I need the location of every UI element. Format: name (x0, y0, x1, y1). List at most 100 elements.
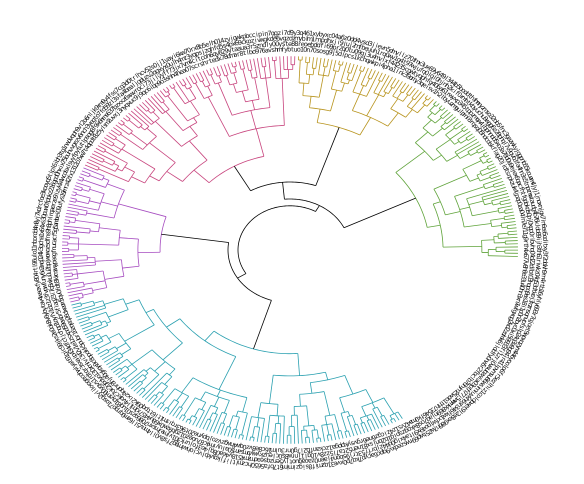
leaf-label-mark: j (229, 34, 234, 42)
branch-radial (402, 94, 409, 102)
leaf-label-mark: k (371, 58, 378, 67)
leaf-label-mark: n (374, 438, 381, 447)
leaf-label-mark: 3 (511, 157, 520, 164)
leaf-label-mark: 1 (158, 414, 166, 423)
leaf-label-mark: f (62, 340, 71, 346)
leaf-label-mark: 7 (168, 438, 175, 447)
branch-radial (351, 415, 356, 425)
leaf-label-mark: d (287, 29, 291, 37)
leaf-label-mark: o (525, 322, 534, 329)
leaf-label-mark: p (343, 51, 349, 60)
leaf-label-mark: 3 (66, 347, 75, 354)
leaf-label-mark: d (289, 34, 293, 42)
branch-radial (113, 163, 119, 167)
leaf-label-mark: s (263, 456, 268, 464)
leaf-label-mark: 9 (404, 59, 411, 68)
leaf-label-mark: 1 (216, 37, 222, 46)
leaf-label-mark: h (433, 89, 441, 98)
leaf-label-mark: o (83, 349, 92, 357)
leaf-label-mark: 4 (371, 52, 378, 61)
leaf-label-mark: u (167, 60, 174, 69)
leaf-label-mark: 0 (455, 91, 463, 100)
leaf-label-mark: c (366, 452, 372, 461)
leaf-label-mark: l (398, 50, 403, 58)
leaf-label-mark: z (391, 426, 398, 435)
leaf-label-mark: 4 (172, 70, 179, 79)
branch-radial (144, 382, 163, 400)
leaf-label-mark: o (474, 392, 483, 400)
leaf-label-mark: l (80, 138, 88, 144)
leaf-label-mark: d (364, 39, 370, 48)
leaf-label-mark: z (400, 428, 407, 437)
branch-radial (81, 188, 89, 192)
branch-radial (433, 101, 437, 105)
branch-radial (441, 107, 446, 111)
leaf-label-mark: d (349, 35, 355, 44)
branch-radial (497, 205, 513, 209)
leaf-label-mark: x (416, 59, 424, 68)
branch-radial (393, 418, 397, 422)
leaf-label-mark: l (100, 124, 108, 130)
branch-radial (78, 176, 84, 179)
leaf-label-mark: 0 (475, 127, 484, 135)
branch-radial (108, 309, 129, 318)
branch-radial (201, 80, 206, 88)
leaf-label-mark: 4 (176, 56, 183, 65)
branch-radial (356, 423, 362, 435)
branch-radial (426, 99, 434, 107)
branch-radial (499, 199, 511, 203)
leaf-label-mark: y (471, 104, 480, 112)
branch-radial (308, 56, 311, 63)
leaf-label-mark: p (63, 329, 72, 336)
leaf-label-mark: t (184, 426, 190, 435)
leaf-label-mark: 0 (433, 75, 441, 84)
leaf-label-mark: 7 (75, 156, 84, 163)
leaf-label-mark: e (49, 329, 58, 336)
leaf-label-mark: k (179, 436, 186, 445)
leaf-label-mark: i (54, 212, 62, 215)
branch-radial (189, 75, 195, 84)
branch-radial (315, 57, 318, 69)
leaf-label-mark: x (330, 37, 335, 46)
leaf-label-mark: l (410, 430, 416, 438)
branch-radial (456, 141, 480, 155)
leaf-label-mark: j (412, 63, 419, 71)
leaf-label-mark: i (192, 447, 197, 455)
leaf-label-mark: 6 (437, 407, 445, 416)
leaf-label-mark: m (129, 403, 139, 413)
leaf-label-mark: p (45, 220, 53, 225)
leaf-label-mark: p (425, 421, 433, 430)
leaf-label-mark: c (483, 136, 492, 144)
leaf-label-mark: j (491, 357, 499, 364)
leaf-label-mark: m (207, 440, 216, 450)
leaf-label-mark: x (148, 422, 156, 431)
leaf-label-mark: t (66, 358, 74, 365)
branch-radial (66, 285, 71, 287)
branch-radial (397, 411, 403, 419)
leaf-label-mark: g (325, 48, 330, 57)
leaf-label-mark: 4 (398, 56, 405, 65)
branch-radial (411, 89, 419, 99)
leaf-label-mark: d (215, 43, 221, 52)
leaf-label-mark: p (81, 135, 90, 143)
leaf-label-mark: q (47, 285, 56, 291)
leaf-label-mark: j (132, 80, 139, 88)
leaf-label-mark: j (457, 393, 465, 401)
leaf-label-mark: q (81, 367, 90, 375)
leaf-label-mark: q (525, 282, 534, 287)
leaf-label-mark: a (68, 360, 77, 368)
leaf-label-mark: g (395, 55, 402, 64)
branch-radial (110, 129, 120, 136)
branch-radial (316, 429, 319, 439)
branch-radial (108, 333, 120, 339)
leaf-label-mark: 4 (539, 277, 547, 282)
leaf-label-mark: j (135, 92, 142, 100)
leaf-label-mark: w (63, 138, 73, 147)
leaf-label-mark: t (519, 191, 528, 196)
branch-radial (455, 123, 464, 130)
leaf-label-mark: b (469, 102, 478, 110)
leaf-label-mark: 7 (522, 259, 530, 264)
leaf-label-mark: 4 (429, 79, 437, 88)
leaf-label-mark: v (353, 438, 359, 447)
leaf-label-mark: 4 (122, 398, 130, 407)
